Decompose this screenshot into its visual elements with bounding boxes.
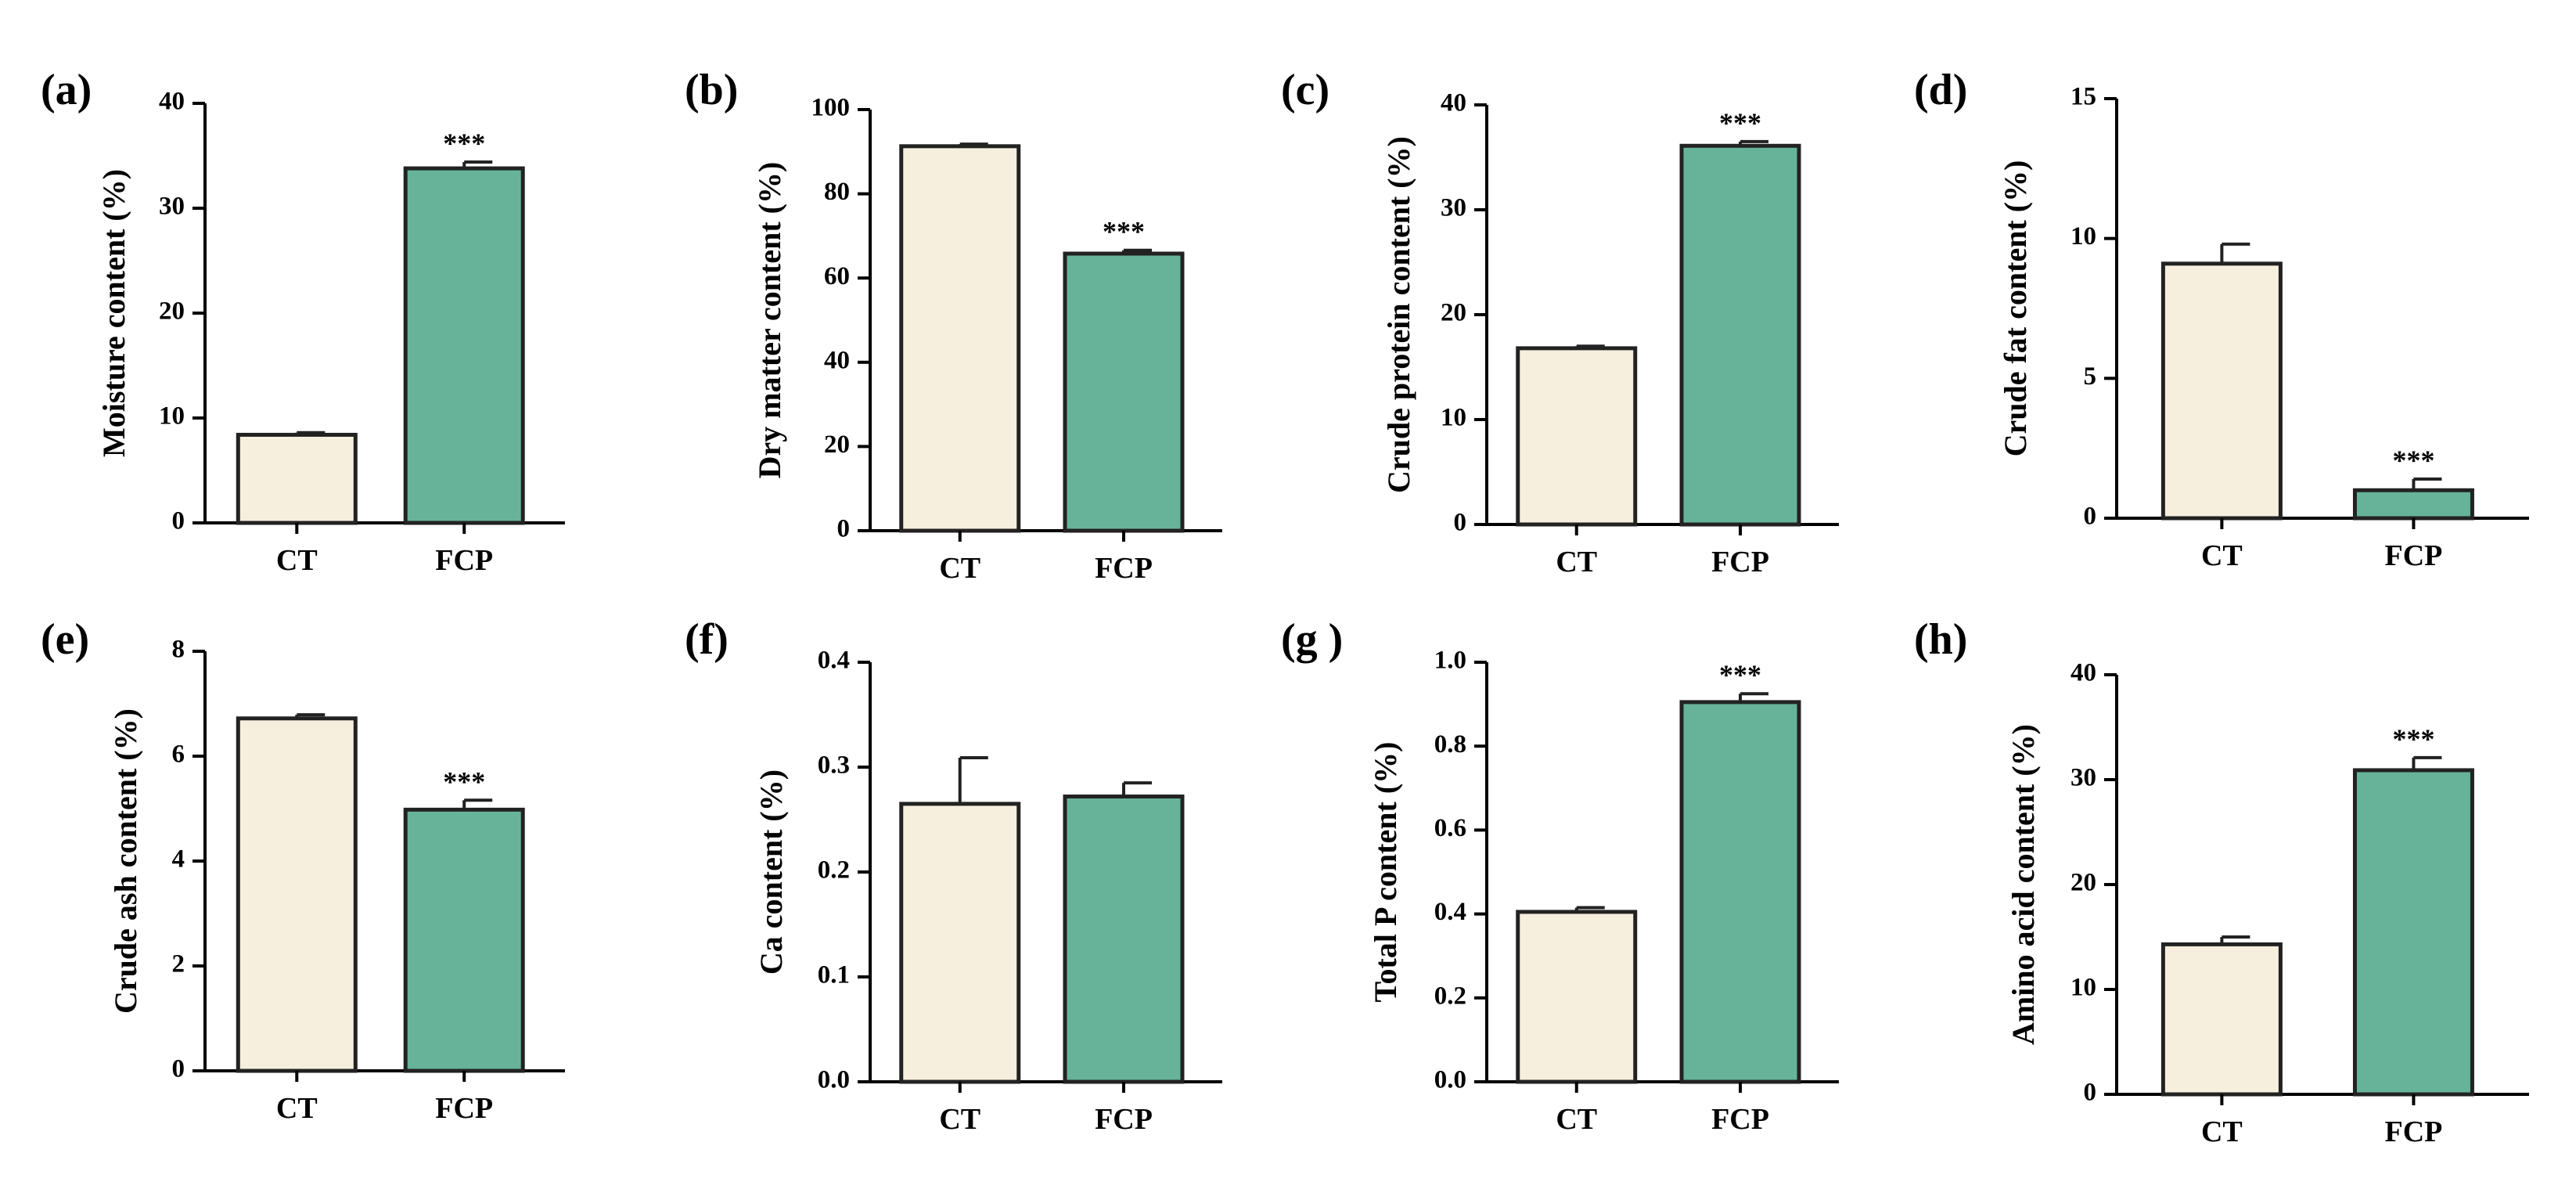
panel-d-xlabel-fcp: FCP [2385, 539, 2443, 572]
panel-g-y-tick-label: 1.0 [1434, 647, 1466, 675]
panel-d-y-tick-label: 15 [2071, 83, 2096, 111]
panel-b-bar-ct [899, 144, 1021, 533]
panel-a-label: (a) [41, 66, 92, 114]
panel-d-bar-ct [2160, 261, 2283, 521]
panel-b-y-tick-label: 40 [824, 346, 850, 374]
panel-g-y-tick-label: 0.0 [1434, 1066, 1466, 1094]
panel-e-significance-fcp: *** [443, 766, 485, 797]
panel-e-y-tick-label: 8 [172, 636, 185, 664]
panel-d-xlabel-ct: CT [2201, 539, 2243, 572]
panel-a-bar-ct [236, 432, 358, 525]
panel-g-xlabel-ct: CT [1556, 1103, 1597, 1136]
panel-g-y-tick-label: 0.6 [1434, 814, 1466, 842]
panel-e-y-tick-label: 4 [172, 845, 185, 874]
panel-g-bar-fcp [1679, 700, 1801, 1084]
panel-c-y-tick-label: 10 [1441, 404, 1466, 432]
panel-b-y-tick-label: 80 [824, 178, 850, 206]
panel-b-label: (b) [685, 66, 738, 114]
panel-d-y-tick-label: 0 [2084, 503, 2097, 531]
panel-c-y-tick-label: 0 [1454, 509, 1467, 537]
panel-c-label: (c) [1281, 66, 1329, 114]
panel-a-significance-fcp: *** [443, 128, 485, 159]
panel-g-xlabel-fcp: FCP [1711, 1103, 1769, 1136]
panel-a-ylabel: Moisture content (%) [96, 169, 131, 457]
panel-h-y-tick-label: 30 [2071, 764, 2096, 792]
panel-c-y-tick-label: 30 [1441, 194, 1466, 222]
panel-b-y-tick-label: 100 [811, 94, 851, 122]
panel-b-xlabel-fcp: FCP [1095, 552, 1153, 585]
panel-d-y-tick-label: 10 [2071, 222, 2096, 250]
panel-e-label: (e) [41, 615, 89, 664]
panel-g-y-tick-label: 0.2 [1434, 982, 1466, 1010]
panel-g-label: (g ) [1281, 615, 1343, 664]
panel-c-significance-fcp: *** [1719, 107, 1761, 139]
panel-a-y-tick-label: 30 [159, 193, 185, 221]
panel-f-xlabel-fcp: FCP [1095, 1103, 1153, 1136]
panel-h-xlabel-ct: CT [2201, 1115, 2243, 1148]
panel-b-y-tick-label: 0 [837, 515, 851, 543]
panel-b-xlabel-ct: CT [939, 552, 980, 585]
panel-b-ylabel: Dry matter content (%) [752, 162, 787, 479]
panel-h-y-tick-label: 20 [2071, 869, 2096, 897]
panel-h-xlabel-fcp: FCP [2385, 1115, 2443, 1148]
panel-a-y-tick-label: 10 [159, 402, 185, 431]
panel-e-xlabel-ct: CT [276, 1092, 318, 1125]
panel-e-ylabel: Crude ash content (%) [108, 708, 143, 1014]
panel-g-bar-ct [1516, 910, 1638, 1084]
panel-f-y-tick-label: 0.3 [818, 751, 850, 780]
panel-h-bar-fcp [2352, 768, 2474, 1097]
panel-e-y-tick-label: 6 [172, 741, 185, 769]
panel-a-xlabel-ct: CT [276, 544, 318, 577]
panel-h-ylabel: Amino acid content (%) [2006, 724, 2041, 1045]
panel-d-significance-fcp: *** [2392, 445, 2434, 476]
panel-e-bar-ct [236, 716, 358, 1073]
panel-a-y-tick-label: 0 [172, 507, 185, 535]
panel-b-y-tick-label: 20 [824, 431, 850, 459]
panel-f-y-tick-label: 0.1 [818, 961, 850, 989]
panel-f-xlabel-ct: CT [939, 1103, 980, 1136]
panel-e-bar-fcp [403, 807, 525, 1073]
panel-d-label: (d) [1914, 66, 1967, 114]
panel-f-bar-ct [899, 802, 1021, 1084]
panel-b-y-tick-label: 60 [824, 262, 850, 290]
panel-c-bar-fcp [1679, 143, 1801, 527]
panel-e-y-tick-label: 2 [172, 950, 185, 978]
panel-c-xlabel-fcp: FCP [1711, 546, 1769, 578]
panel-a-xlabel-fcp: FCP [435, 544, 493, 577]
panel-h-y-tick-label: 40 [2071, 659, 2096, 687]
panel-c-xlabel-ct: CT [1556, 546, 1597, 578]
panel-a-bar-fcp [403, 166, 525, 525]
panel-h-y-tick-label: 10 [2071, 974, 2096, 1002]
panel-h-y-tick-label: 0 [2084, 1079, 2097, 1107]
panel-b-significance-fcp: *** [1103, 216, 1145, 247]
panel-c-y-tick-label: 40 [1441, 89, 1466, 117]
panel-d-ylabel: Crude fat content (%) [1998, 160, 2033, 457]
panel-f-y-tick-label: 0.4 [818, 647, 850, 675]
panel-f-ylabel: Ca content (%) [754, 769, 789, 975]
panel-h-bar-ct [2160, 942, 2283, 1097]
panel-h-label: (h) [1914, 615, 1967, 664]
panel-e-y-tick-label: 0 [172, 1055, 185, 1083]
panel-g-significance-fcp: *** [1719, 659, 1761, 690]
panel-d-y-tick-label: 5 [2084, 362, 2097, 391]
panel-h-significance-fcp: *** [2392, 723, 2434, 755]
panel-a-y-tick-label: 20 [159, 297, 185, 326]
panel-d-bar-fcp [2352, 488, 2474, 521]
panel-e-xlabel-fcp: FCP [435, 1092, 493, 1125]
panel-g-y-tick-label: 0.4 [1434, 898, 1466, 926]
panel-a-y-tick-label: 40 [159, 88, 185, 116]
panel-f-bar-fcp [1063, 795, 1185, 1084]
panel-c-y-tick-label: 20 [1441, 299, 1466, 327]
panel-f-y-tick-label: 0.0 [818, 1066, 850, 1094]
panel-f-label: (f) [685, 615, 729, 664]
panel-g-ylabel: Total P content (%) [1368, 742, 1403, 1003]
panel-c-bar-ct [1516, 346, 1638, 527]
panel-g-y-tick-label: 0.8 [1434, 730, 1466, 759]
panel-c-ylabel: Crude protein content (%) [1381, 136, 1416, 493]
panel-f-y-tick-label: 0.2 [818, 856, 850, 885]
panel-b-bar-fcp [1063, 251, 1185, 533]
